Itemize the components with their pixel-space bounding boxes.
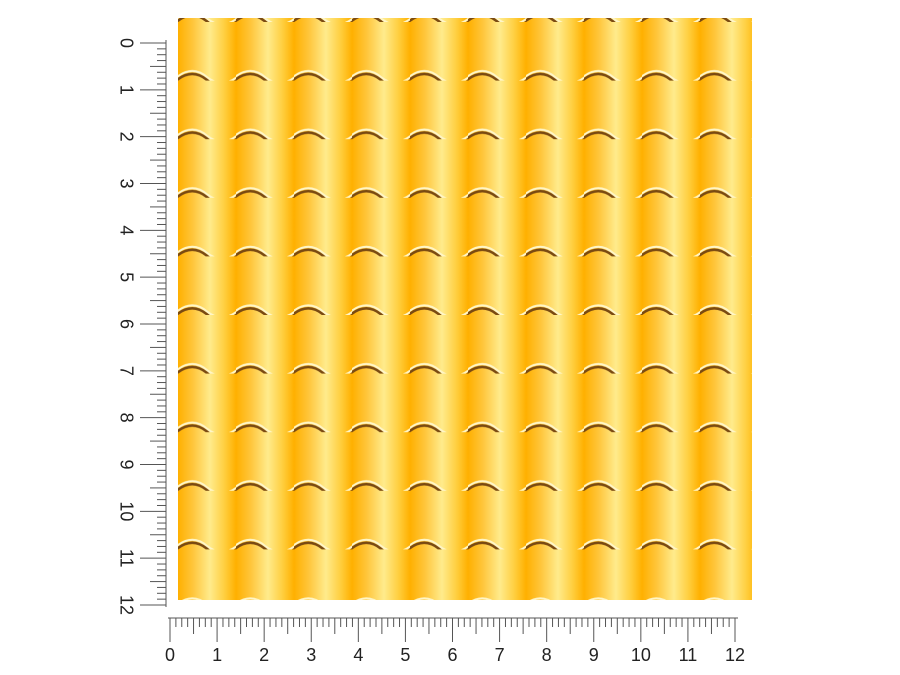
ruler-label: 1 [212,645,222,665]
ruler-label: 6 [447,645,457,665]
ruler-label: 11 [116,549,136,568]
ruler-label: 4 [353,645,363,665]
ruler-label: 1 [116,85,136,95]
ruler-label: 9 [589,645,599,665]
horizontal-ruler: 0 1 2 3 4 5 6 7 8 9 10 11 12 [165,617,745,665]
ruler-label: 10 [631,645,651,665]
ruler-label: 6 [116,319,136,329]
ruler-label: 5 [400,645,410,665]
ruler-label: 0 [116,38,136,48]
ruler-label: 7 [116,366,136,376]
ruler-label: 12 [725,645,745,665]
ruler-label: 8 [116,413,136,423]
ruler-label: 12 [116,595,136,615]
ruler-label: 9 [116,459,136,469]
ruler-label: 10 [116,501,136,521]
ruler-label: 2 [116,132,136,142]
ruler-label: 7 [495,645,505,665]
ruler-label: 4 [116,225,136,235]
ruler-label: 0 [165,645,175,665]
ruler-label: 3 [116,178,136,188]
ruler-label: 5 [116,272,136,282]
ruler-label: 2 [259,645,269,665]
tile-pattern [178,18,752,600]
ruler-label: 11 [679,645,698,665]
ruler-label: 3 [306,645,316,665]
ruler-label: 8 [542,645,552,665]
